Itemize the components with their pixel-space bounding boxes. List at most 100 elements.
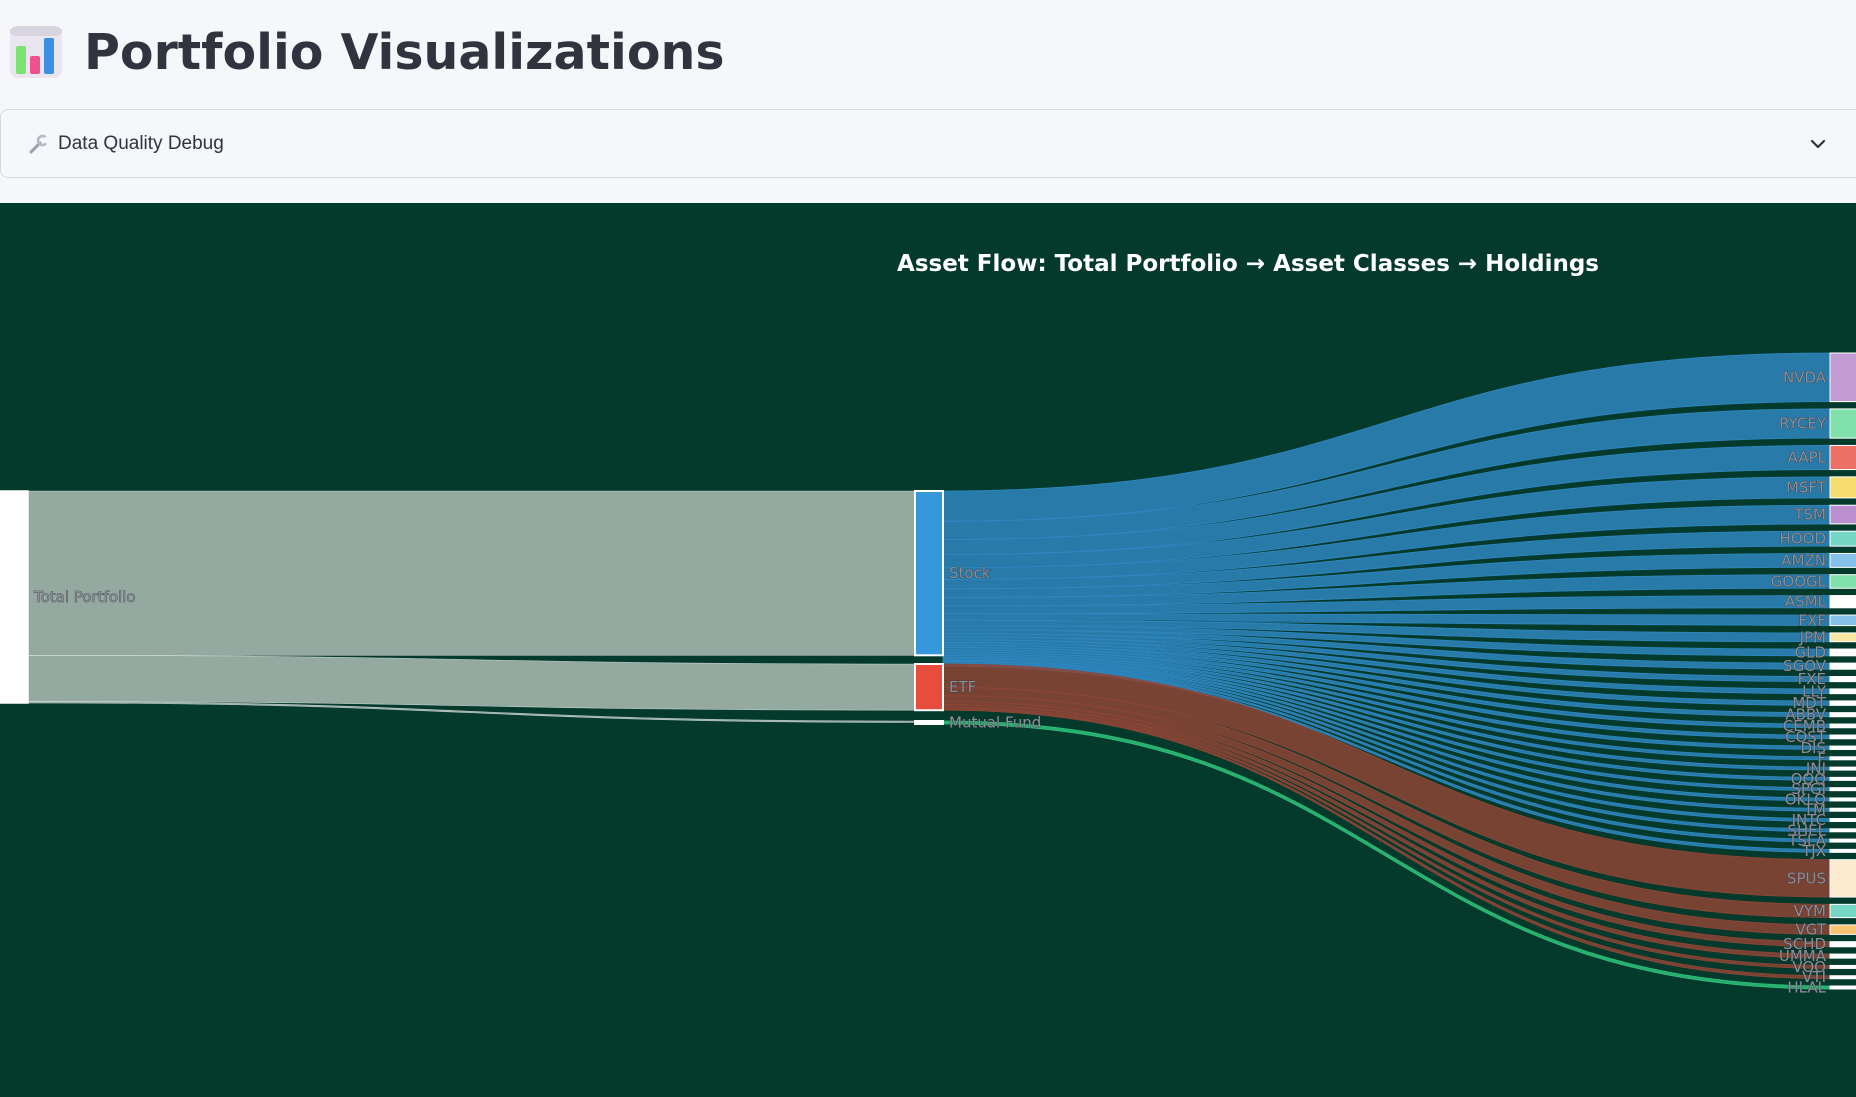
node-asml[interactable] bbox=[1829, 595, 1856, 609]
nodes-layer bbox=[0, 352, 1856, 990]
link-stock-to-jpm[interactable] bbox=[942, 619, 1831, 643]
node-label-rycey: RYCEY bbox=[1779, 415, 1827, 433]
node-abbv[interactable] bbox=[1829, 712, 1856, 718]
node-f[interactable] bbox=[1829, 756, 1856, 761]
node-intc[interactable] bbox=[1829, 818, 1856, 823]
node-umma[interactable] bbox=[1829, 953, 1856, 959]
node-label-hood: HOOD bbox=[1780, 530, 1826, 548]
node-label-stock: Stock bbox=[949, 564, 991, 582]
data-quality-debug-expander[interactable]: Data Quality Debug bbox=[0, 109, 1856, 178]
node-dis[interactable] bbox=[1829, 745, 1856, 750]
node-label-tjx: TJX bbox=[1801, 842, 1826, 860]
node-amzn[interactable] bbox=[1829, 552, 1856, 568]
page-title: Portfolio Visualizations bbox=[84, 23, 725, 81]
expander-label: Data Quality Debug bbox=[58, 132, 224, 154]
node-sgov[interactable] bbox=[1829, 662, 1856, 670]
node-label-etf: ETF bbox=[949, 678, 976, 696]
node-label-amzn: AMZN bbox=[1781, 551, 1826, 569]
chevron-down-icon[interactable] bbox=[1808, 134, 1828, 154]
node-label-hlal: HLAL bbox=[1787, 979, 1826, 997]
node-googl[interactable] bbox=[1829, 574, 1856, 589]
node-qqq[interactable] bbox=[1829, 776, 1856, 781]
node-label-jpm: JPM bbox=[1799, 628, 1826, 646]
node-label-mutual-fund: Mutual Fund bbox=[949, 714, 1041, 732]
node-tjx[interactable] bbox=[1829, 848, 1856, 853]
node-label-aapl: AAPL bbox=[1788, 448, 1827, 466]
node-label-googl: GOOGL bbox=[1771, 572, 1827, 590]
node-label-spgi: SPGI bbox=[1791, 780, 1826, 798]
node-label-cemb: CEMB bbox=[1783, 717, 1826, 735]
node-label-tm: TM bbox=[1803, 801, 1826, 819]
node-spus[interactable] bbox=[1829, 859, 1856, 898]
node-label-spus: SPUS bbox=[1787, 869, 1826, 887]
node-label-f: F bbox=[1817, 749, 1826, 767]
node-label-jnj: JNJ bbox=[1805, 760, 1826, 778]
bar-chart-icon bbox=[10, 26, 62, 78]
node-label-vgt: VGT bbox=[1795, 921, 1826, 939]
node-label-nvda: NVDA bbox=[1783, 368, 1827, 386]
link-etf-to-spus[interactable] bbox=[942, 663, 1831, 898]
node-label-msft: MSFT bbox=[1786, 478, 1827, 496]
node-label-abbv: ABBV bbox=[1785, 706, 1826, 724]
node-nvda[interactable] bbox=[1829, 352, 1856, 403]
node-spgi[interactable] bbox=[1829, 787, 1856, 792]
links-layer bbox=[27, 352, 1831, 990]
node-rycey[interactable] bbox=[1829, 408, 1856, 439]
node-oklo[interactable] bbox=[1829, 797, 1856, 802]
node-label-fxe: FXE bbox=[1798, 670, 1826, 688]
node-label-asml: ASML bbox=[1785, 593, 1827, 611]
node-cost[interactable] bbox=[1829, 734, 1856, 740]
node-hood[interactable] bbox=[1829, 530, 1856, 547]
node-tm[interactable] bbox=[1829, 807, 1856, 812]
node-label-voo: VOO bbox=[1792, 958, 1826, 976]
node-label-sgov: SGOV bbox=[1783, 657, 1827, 675]
node-total-portfolio[interactable] bbox=[0, 490, 29, 704]
node-label-schd: SCHD bbox=[1783, 935, 1826, 953]
node-label-qqq: QQQ bbox=[1791, 770, 1826, 788]
node-label-tsla: TSLA bbox=[1787, 832, 1826, 850]
node-lly[interactable] bbox=[1829, 688, 1856, 695]
node-etf[interactable] bbox=[914, 663, 944, 712]
node-hlal[interactable] bbox=[1829, 985, 1856, 990]
node-aapl[interactable] bbox=[1829, 444, 1856, 471]
node-stock[interactable] bbox=[914, 490, 944, 657]
node-label-dis: DIS bbox=[1801, 739, 1827, 757]
node-jnj[interactable] bbox=[1829, 766, 1856, 771]
node-shel[interactable] bbox=[1829, 828, 1856, 833]
node-vgt[interactable] bbox=[1829, 924, 1856, 935]
node-mutual-fund[interactable] bbox=[914, 720, 944, 725]
node-label-gld: GLD bbox=[1794, 643, 1826, 661]
node-mdt[interactable] bbox=[1829, 700, 1856, 706]
node-label-shel: SHEL bbox=[1787, 821, 1826, 839]
node-label-intc: INTC bbox=[1792, 811, 1826, 829]
link-total-portfolio-to-stock[interactable] bbox=[27, 490, 916, 656]
labels-layer: Total Portfolio Stock ETF Mutual Fund NVDA RY… bbox=[33, 368, 1827, 997]
node-vym[interactable] bbox=[1829, 903, 1856, 919]
wrench-icon bbox=[29, 134, 50, 153]
node-msft[interactable] bbox=[1829, 476, 1856, 499]
node-jpm[interactable] bbox=[1829, 632, 1856, 643]
node-label-fxf: FXF bbox=[1798, 611, 1826, 629]
node-cemb[interactable] bbox=[1829, 723, 1856, 729]
node-label-vym: VYM bbox=[1794, 902, 1826, 920]
node-fxe[interactable] bbox=[1829, 676, 1856, 683]
node-label-tsm: TSM bbox=[1793, 506, 1826, 524]
node-schd[interactable] bbox=[1829, 941, 1856, 948]
node-vti[interactable] bbox=[1829, 975, 1856, 980]
chart-title: Asset Flow: Total Portfolio → Asset Clas… bbox=[897, 251, 1599, 277]
node-label-total-portfolio: Total Portfolio bbox=[33, 588, 136, 606]
page-header: Portfolio Visualizations bbox=[8, 18, 725, 86]
node-tsm[interactable] bbox=[1829, 504, 1856, 525]
node-voo[interactable] bbox=[1829, 964, 1856, 969]
node-gld[interactable] bbox=[1829, 648, 1856, 657]
node-label-lly: LLY bbox=[1802, 682, 1827, 700]
node-tsla[interactable] bbox=[1829, 838, 1856, 843]
node-label-umma: UMMA bbox=[1779, 947, 1827, 965]
node-label-oklo: OKLO bbox=[1785, 790, 1826, 808]
sankey-svg[interactable]: Total Portfolio Stock ETF Mutual Fund NVDA RY… bbox=[0, 203, 1856, 1097]
node-label-mdt: MDT bbox=[1792, 694, 1826, 712]
node-label-vti: VTI bbox=[1802, 968, 1826, 986]
node-fxf[interactable] bbox=[1829, 614, 1856, 627]
node-label-cost: COST bbox=[1785, 728, 1827, 746]
sankey-chart[interactable]: Total Portfolio Stock ETF Mutual Fund NVDA RY… bbox=[0, 203, 1856, 1097]
